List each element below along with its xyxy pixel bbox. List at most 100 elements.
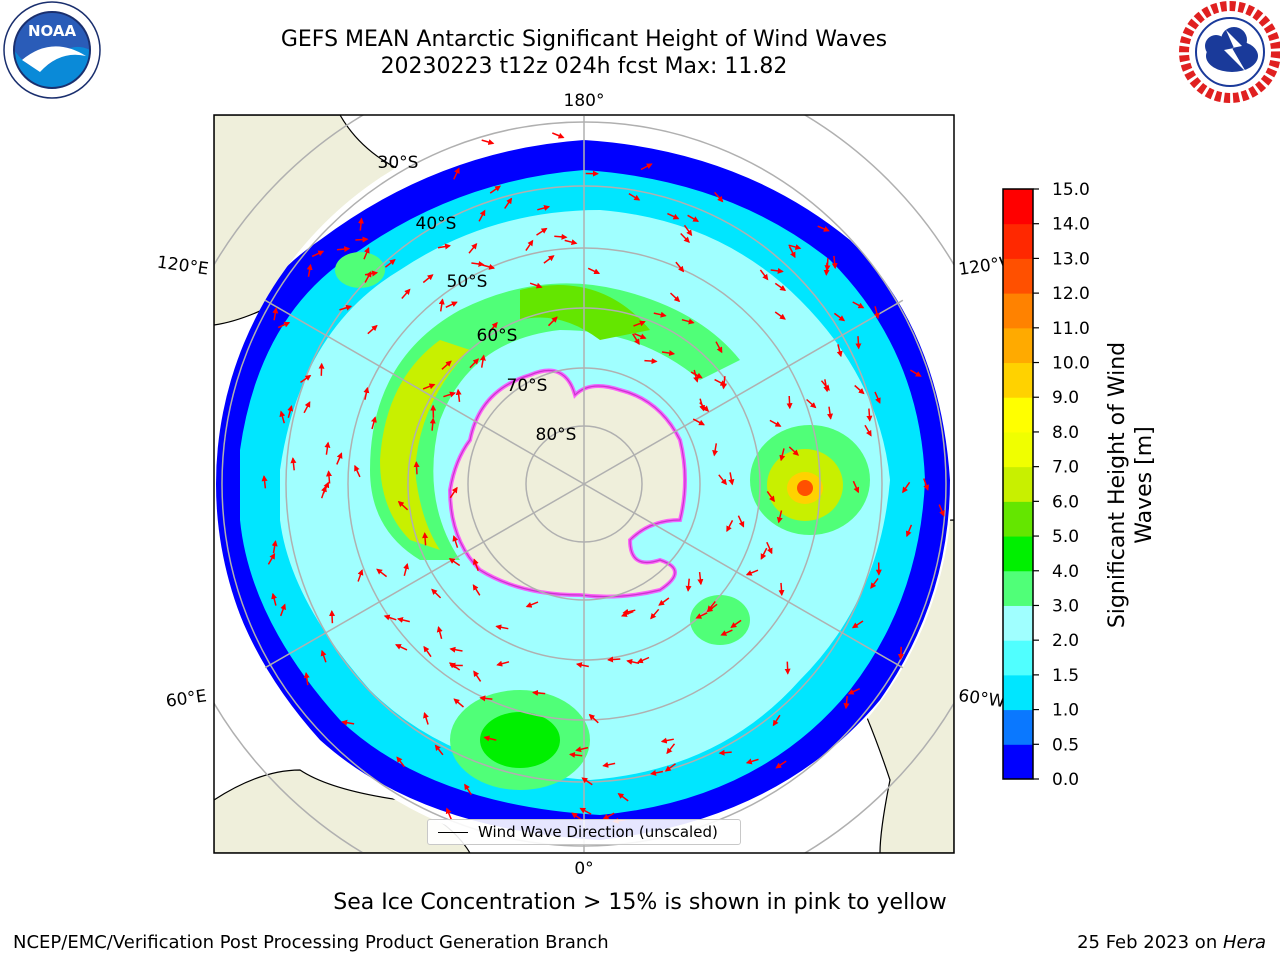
wave-direction-arrow: [714, 191, 724, 203]
wave-direction-arrow: [453, 698, 464, 708]
wave-direction-arrow: [429, 417, 436, 431]
wave-direction-arrow: [636, 656, 650, 664]
wave-direction-arrow: [581, 777, 593, 786]
wave-direction-arrow: [481, 139, 495, 145]
wave-direction-arrow: [547, 316, 558, 327]
wave-direction-arrow: [774, 311, 786, 320]
wave-direction-arrow: [650, 769, 664, 776]
wave-direction-arrow: [823, 379, 830, 393]
wave-direction-arrow: [479, 695, 493, 702]
wave-direction-arrow: [383, 614, 397, 621]
wave-direction-arrow: [852, 301, 865, 309]
wave-direction-arrow: [443, 391, 456, 398]
colorbar-swatch: [1003, 293, 1033, 329]
wave-direction-arrow: [730, 619, 742, 628]
wave-direction-arrow: [449, 646, 463, 653]
wave-direction-arrow: [633, 320, 646, 327]
wave-direction-arrow: [759, 269, 769, 281]
wave-direction-arrow: [445, 301, 458, 308]
wave-direction-arrow: [554, 233, 568, 240]
colorbar-tick-label: 0.5: [1052, 735, 1079, 755]
lon-label-60e: 60°E: [165, 686, 208, 711]
nws-logo-icon: [1179, 1, 1280, 103]
wind-wave-arrows: [261, 132, 945, 824]
wave-direction-arrow: [504, 197, 513, 209]
wave-direction-arrow: [290, 457, 297, 471]
wave-direction-arrow: [464, 783, 472, 796]
wave-direction-arrow: [728, 472, 735, 486]
colorbar-tick-label: 6.0: [1052, 492, 1079, 512]
colorbar-tick-label: 0.0: [1052, 770, 1079, 790]
wave-direction-arrow: [776, 510, 783, 524]
colorbar-tick-label: 3.0: [1052, 596, 1079, 616]
wave-direction-arrow: [831, 255, 838, 270]
wave-direction-arrow: [864, 424, 872, 437]
wave-direction-arrow: [396, 756, 405, 768]
wave-direction-arrow: [779, 448, 786, 462]
wave-direction-arrow: [326, 470, 332, 484]
wave-direction-arrow: [575, 746, 589, 753]
wave-direction-arrow: [714, 378, 727, 386]
wave-direction-arrow: [438, 298, 445, 312]
wave-direction-arrow: [769, 419, 782, 427]
wave-direction-arrow: [634, 333, 647, 340]
wave-direction-arrow: [745, 758, 759, 765]
lat-label-60s: 60°S: [477, 326, 518, 346]
colorbar-swatch: [1003, 501, 1033, 537]
wave-direction-arrow: [303, 401, 311, 414]
noaa-logo-icon: NOAA: [3, 1, 101, 99]
wave-direction-arrow: [437, 243, 451, 250]
map-title: GEFS MEAN Antarctic Significant Height o…: [280, 27, 888, 52]
wave-direction-arrow: [376, 568, 388, 578]
wave-direction-arrow: [843, 696, 850, 710]
wave-direction-arrow: [847, 688, 861, 695]
legend-label: Wind Wave Direction (unscaled): [478, 823, 718, 841]
lat-label-50s: 50°S: [447, 272, 488, 292]
wave-direction-arrow: [272, 307, 279, 321]
colorbar-tick-label: 1.5: [1052, 666, 1079, 686]
wave-direction-arrow: [851, 620, 864, 629]
colorbar-tick-label: 12.0: [1052, 284, 1090, 304]
wave-direction-arrow: [384, 259, 396, 268]
footer-host: Hera: [1222, 932, 1266, 953]
wave-direction-arrow: [324, 441, 331, 455]
colorbar-tick-label: 14.0: [1052, 215, 1090, 235]
wave-direction-arrow: [607, 656, 621, 663]
wave-direction-arrow: [472, 584, 481, 596]
wave-direction-arrow: [640, 163, 653, 171]
colorbar-tick-label: 9.0: [1052, 388, 1079, 408]
wave-direction-arrow: [726, 520, 734, 533]
wave-direction-arrow: [632, 333, 640, 346]
wave-direction-arrow: [452, 535, 459, 548]
wave-direction-arrow: [468, 242, 478, 254]
colorbar: 0.0 0.5 1.0 1.5 2.0 3.0 4.0 5.0 6.0 7.0 8.0 9.0 10.0…: [1002, 180, 1090, 790]
wave-direction-arrow: [685, 578, 692, 592]
wave-direction-arrow: [788, 446, 799, 456]
wave-direction-arrow: [866, 408, 873, 422]
wave-direction-arrow: [529, 282, 543, 289]
wave-direction-arrow: [422, 274, 434, 284]
wave-direction-arrow: [423, 711, 429, 725]
wave-direction-arrow: [660, 737, 674, 744]
colorbar-swatch: [1003, 466, 1033, 502]
wave-direction-arrow: [680, 232, 690, 243]
wave-direction-arrow: [271, 592, 278, 606]
wave-direction-arrow: [423, 645, 432, 658]
map-frame: [213, 114, 955, 854]
wave-direction-arrow: [788, 246, 796, 259]
wave-direction-arrow: [836, 344, 843, 358]
wave-direction-arrow: [772, 714, 781, 727]
wave-direction-arrow: [537, 205, 551, 211]
wave-direction-arrow: [329, 610, 336, 624]
wave-direction-arrow: [354, 464, 361, 478]
noaa-logo-text: NOAA: [28, 22, 77, 40]
colorbar-tick-label: 5.0: [1052, 527, 1079, 547]
colorbar-tick-label: 2.0: [1052, 631, 1079, 651]
wave-direction-arrow: [938, 504, 945, 517]
wave-direction-arrow: [488, 321, 498, 333]
wave-direction-arrow: [320, 485, 327, 499]
wave-direction-arrow: [434, 744, 444, 756]
colorbar-tick-label: 4.0: [1052, 562, 1079, 582]
wave-direction-arrow: [693, 369, 699, 383]
